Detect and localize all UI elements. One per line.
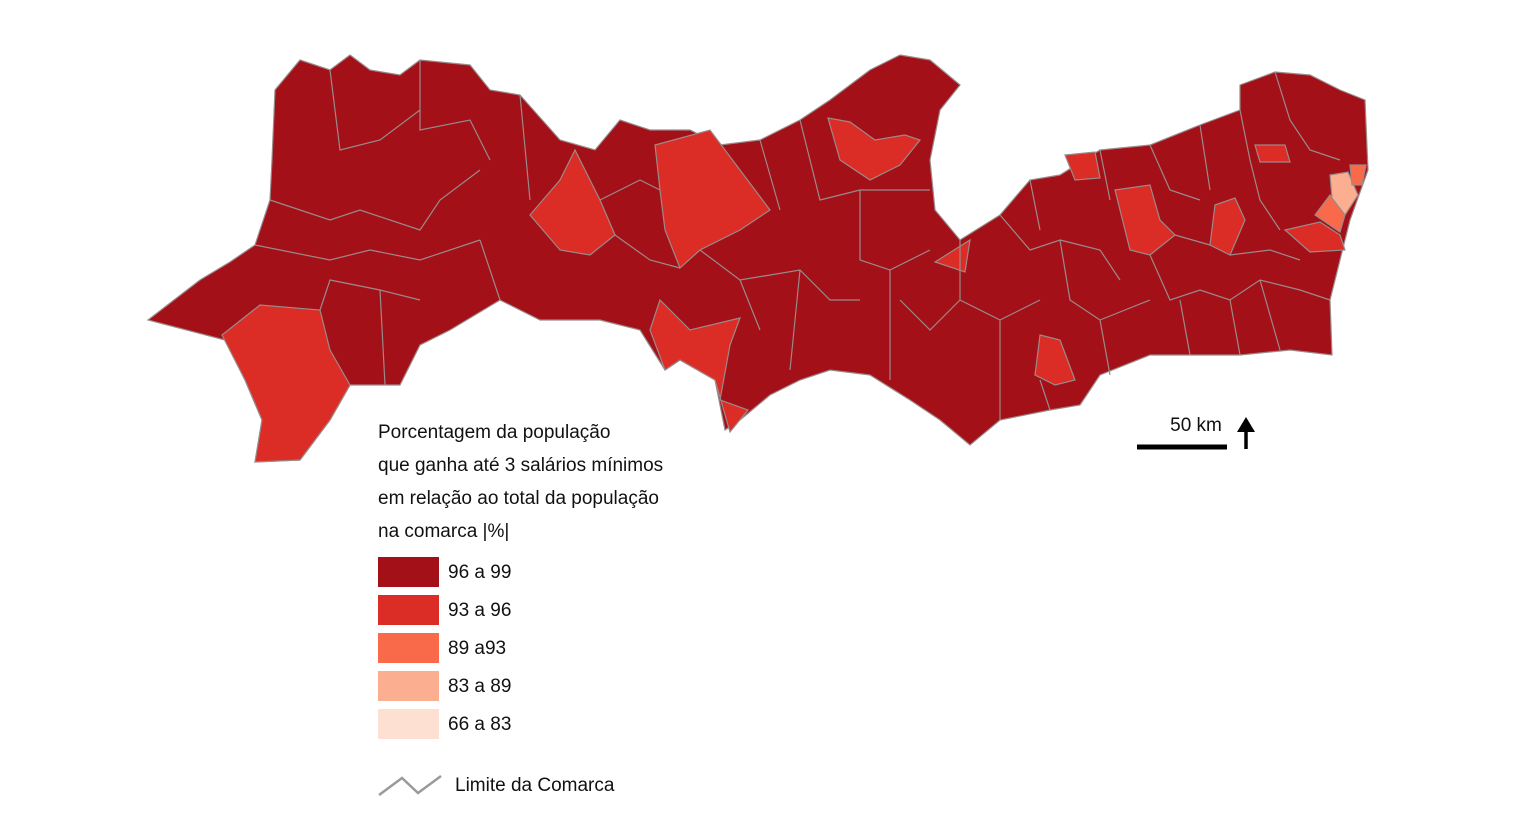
scale-label: 50 km [1170,415,1222,436]
map [146,54,1369,463]
region-93-96 [827,117,922,181]
boundary-label: Limite da Comarca [455,775,615,796]
region-93-96 [649,298,750,434]
region-93-96 [221,304,351,463]
scale-bar: 50 km [1137,415,1227,450]
legend-label: 96 a 99 [448,562,511,583]
north-arrow [1237,417,1255,449]
legend: Porcentagem da população que ganha até 3 … [378,422,663,739]
region-93-96 [1283,221,1346,253]
region-93-96 [1254,144,1291,163]
legend-title-line: que ganha até 3 salários mínimos [378,455,663,476]
boundary-key: Limite da Comarca [378,774,615,797]
region-83-89 [1329,171,1359,217]
legend-title-line: Porcentagem da população [378,422,610,443]
legend-label: 66 a 83 [448,714,511,735]
legend-label: 89 a93 [448,638,506,659]
region-93-96 [654,129,771,270]
region-93-96 [933,238,971,273]
comarca-boundary [254,60,1341,420]
region-93-96 [529,148,616,256]
legend-swatch [378,709,439,739]
legend-title-line: em relação ao total da população [378,488,659,509]
legend-swatch [378,595,439,625]
legend-label: 83 a 89 [448,676,511,697]
legend-swatch [378,633,439,663]
legend-title-line: na comarca |%| [378,521,509,542]
region-93-96 [1034,334,1076,386]
legend-swatch [378,671,439,701]
region-93-96 [1209,197,1246,256]
legend-label: 93 a 96 [448,600,511,621]
region-89-93 [1349,164,1367,186]
boundary-icon [378,774,442,797]
legend-swatch [378,557,439,587]
region-93-96 [1064,151,1101,181]
